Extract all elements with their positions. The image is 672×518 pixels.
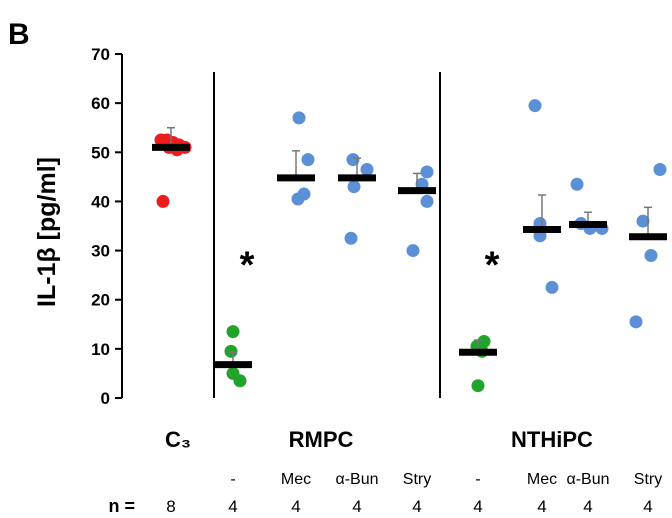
data-point (406, 244, 420, 258)
subgroup-label: α-Bun (335, 471, 378, 488)
data-point (292, 111, 306, 125)
y-tick-label: 50 (91, 143, 110, 162)
subgroup-label: α-Bun (566, 471, 609, 488)
n-value: 4 (473, 497, 482, 516)
n-value: 4 (228, 497, 237, 516)
data-point (471, 379, 485, 393)
axes: 0 10 20 30 40 50 60 70 (91, 45, 123, 408)
group-separators (213, 72, 441, 398)
data-point (156, 194, 170, 208)
n-value: 8 (166, 497, 175, 516)
y-tick-label: 40 (91, 192, 110, 211)
n-value: 4 (583, 497, 592, 516)
data-marks: * * (152, 99, 667, 393)
subgroup-label: - (230, 471, 235, 488)
data-point (420, 194, 434, 208)
y-axis-label: IL-1β [pg/ml] (33, 157, 61, 307)
subgroup-label: - (475, 471, 480, 488)
y-tick-label: 70 (91, 45, 110, 64)
data-point (570, 177, 584, 191)
y-tick-label: 30 (91, 242, 110, 261)
y-tick-label: 60 (91, 94, 110, 113)
significance-marker: * (240, 245, 255, 287)
data-point (420, 165, 434, 179)
data-point (344, 231, 358, 245)
data-point (291, 192, 305, 206)
group-label: RMPC (289, 427, 354, 452)
y-tick-label: 0 (101, 389, 110, 408)
n-value: 4 (352, 497, 361, 516)
subgroup-label: Stry (403, 471, 431, 488)
panel-label: B (8, 18, 30, 51)
n-value: 4 (291, 497, 300, 516)
data-point (347, 180, 361, 194)
group-label: NTHiPC (511, 427, 593, 452)
y-tick-label: 20 (91, 291, 110, 310)
significance-marker: * (485, 245, 500, 287)
group-label: C₃ (165, 427, 191, 452)
data-point (653, 162, 667, 176)
data-point (224, 344, 238, 358)
data-point (636, 214, 650, 228)
data-point (301, 153, 315, 167)
n-value: 4 (537, 497, 546, 516)
data-point (360, 162, 374, 176)
data-point (233, 374, 247, 388)
n-value: 4 (412, 497, 421, 516)
n-value: 4 (643, 497, 652, 516)
data-point (545, 280, 559, 294)
subgroup-label: Mec (527, 471, 557, 488)
n-label: n = (108, 496, 135, 516)
data-point (629, 315, 643, 329)
subgroup-label: Mec (281, 471, 311, 488)
data-point (644, 248, 658, 262)
y-tick-label: 10 (91, 340, 110, 359)
category-labels: C₃ 8 RMPC - 4 Mec 4 α-Bun 4 Stry 4 NTHiPC - 4 Mec 4 α-Bu… (108, 427, 662, 516)
data-point (528, 99, 542, 113)
subgroup-label: Stry (634, 471, 662, 488)
data-point (226, 325, 240, 339)
